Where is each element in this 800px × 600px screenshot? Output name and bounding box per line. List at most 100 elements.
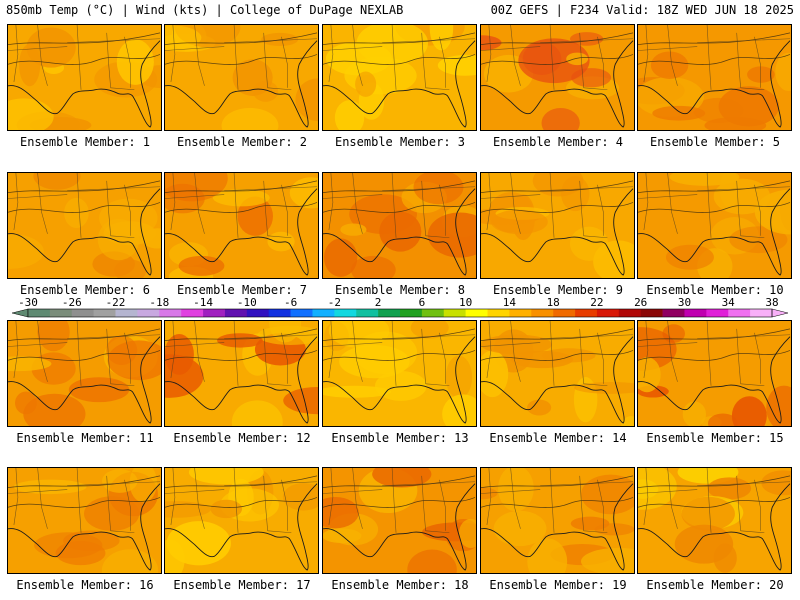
coastline xyxy=(165,40,318,128)
state-border xyxy=(106,475,111,531)
cool-region xyxy=(166,521,231,566)
state-border xyxy=(233,468,239,533)
cool-region xyxy=(231,400,283,426)
state-border xyxy=(13,25,19,82)
temperature-map xyxy=(8,468,161,573)
warm-region xyxy=(33,173,81,190)
cool-region xyxy=(682,401,707,426)
temperature-map xyxy=(8,25,161,130)
ensemble-member-panel xyxy=(322,467,477,574)
state-border xyxy=(391,25,397,90)
colorbar-tick-label: -22 xyxy=(106,296,126,309)
member-label: Ensemble Member: 9 xyxy=(492,283,624,297)
state-border xyxy=(110,383,135,387)
state-border xyxy=(267,87,292,91)
state-border xyxy=(224,186,318,191)
state-border xyxy=(328,321,334,378)
state-border xyxy=(263,180,268,236)
colorbar-segment xyxy=(137,309,160,317)
cool-region xyxy=(442,394,476,426)
coastline xyxy=(323,483,476,571)
state-border xyxy=(736,475,741,531)
colorbar-tick-label: -26 xyxy=(62,296,82,309)
temperature-colorbar: -30 -26 -22 -18 -14 -10 -6 -2 2 6 10 14 18 22 26 30 34 38… xyxy=(6,296,794,322)
state-border xyxy=(233,25,239,90)
cool-region xyxy=(638,357,661,393)
cool-region xyxy=(340,223,367,236)
cool-region xyxy=(8,356,52,372)
member-label: Ensemble Member: 13 xyxy=(331,431,469,445)
state-border xyxy=(540,334,634,339)
colorbar-segment xyxy=(28,309,51,317)
state-border xyxy=(540,38,634,43)
state-border xyxy=(224,38,318,43)
cool-region xyxy=(97,218,140,261)
state-border xyxy=(328,173,334,230)
state-border xyxy=(643,173,649,230)
state-border xyxy=(382,481,476,486)
height-contour xyxy=(165,475,318,489)
cool-region xyxy=(141,228,161,249)
temperature-map xyxy=(323,25,476,130)
member-label: Ensemble Member: 18 xyxy=(331,578,469,592)
state-border xyxy=(597,184,604,236)
state-border xyxy=(382,186,476,191)
coastline xyxy=(8,40,161,128)
colorbar-right-arrow xyxy=(771,308,789,318)
height-contour xyxy=(323,180,476,194)
member-label: Ensemble Member: 20 xyxy=(646,578,784,592)
ensemble-member-panel xyxy=(480,24,635,131)
colorbar-segment xyxy=(443,309,466,317)
state-border xyxy=(638,194,698,199)
colorbar-segment xyxy=(509,309,532,317)
cool-region xyxy=(221,107,279,130)
colorbar-segment xyxy=(487,309,510,317)
state-border xyxy=(13,468,19,525)
state-border xyxy=(194,25,205,86)
state-border xyxy=(170,173,176,230)
state-border xyxy=(667,25,678,86)
state-border xyxy=(425,235,450,239)
state-border xyxy=(421,475,426,531)
state-border xyxy=(110,530,135,534)
state-border xyxy=(165,194,225,199)
ensemble-member-panel xyxy=(164,24,319,131)
state-border xyxy=(667,173,678,234)
state-border xyxy=(224,334,318,339)
ensemble-member-panel xyxy=(7,320,162,427)
temperature-map xyxy=(165,321,318,426)
temperature-map xyxy=(481,468,634,573)
warm-region xyxy=(574,382,634,394)
member-label: Ensemble Member: 5 xyxy=(649,135,781,149)
state-border xyxy=(37,25,48,86)
warm-region xyxy=(481,487,498,500)
state-border xyxy=(697,334,791,339)
state-border xyxy=(549,468,555,533)
state-border xyxy=(481,46,541,51)
cool-region xyxy=(323,385,392,398)
height-contour xyxy=(8,350,161,361)
member-label: Ensemble Member: 1 xyxy=(19,135,151,149)
state-border xyxy=(352,468,363,529)
ensemble-member-panel xyxy=(7,24,162,131)
state-border xyxy=(510,321,521,382)
colorbar-segment xyxy=(531,309,554,317)
height-contour xyxy=(638,202,791,213)
ensemble-member-panel xyxy=(480,172,635,279)
warm-region xyxy=(252,80,279,102)
warm-region xyxy=(355,71,377,97)
state-border xyxy=(8,489,68,494)
state-border xyxy=(263,328,268,384)
state-border xyxy=(165,489,225,494)
height-contour xyxy=(8,475,161,489)
state-border xyxy=(754,184,761,236)
ensemble-member-panel xyxy=(322,24,477,131)
state-border xyxy=(583,87,608,91)
warm-region xyxy=(165,173,228,202)
state-border xyxy=(391,468,397,533)
state-border xyxy=(352,173,363,234)
coastline xyxy=(323,188,476,276)
warm-region xyxy=(178,255,225,276)
state-border xyxy=(597,36,604,88)
cool-region xyxy=(754,189,791,235)
